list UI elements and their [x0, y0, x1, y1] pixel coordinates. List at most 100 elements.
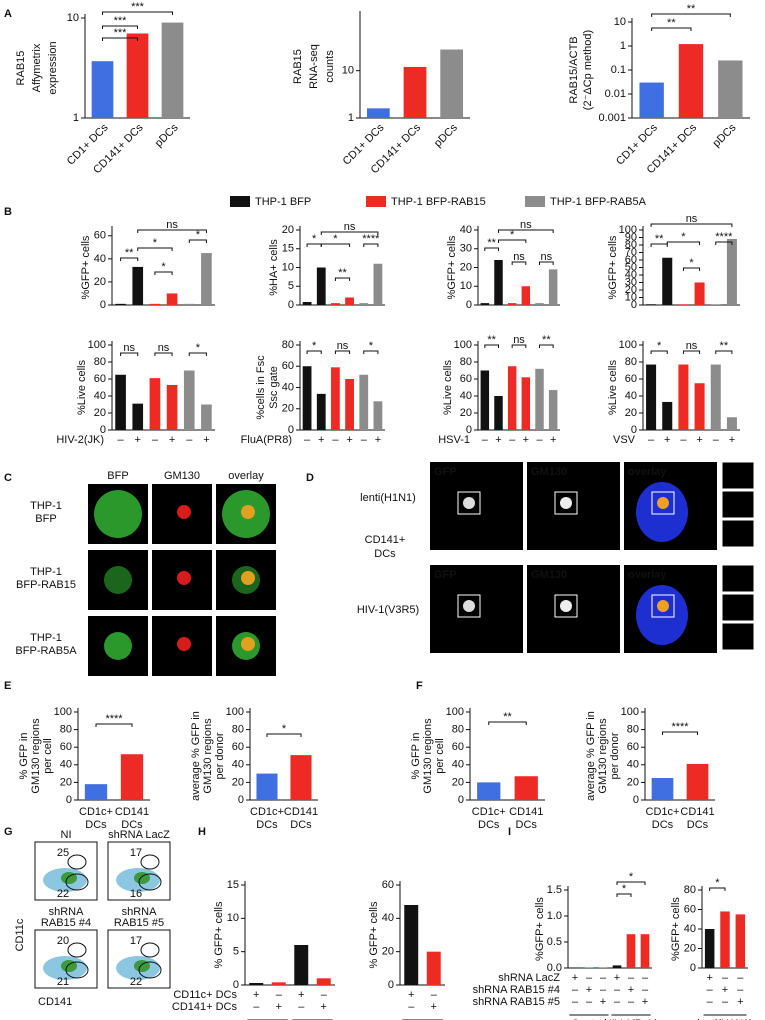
channel-label: overlay	[628, 466, 667, 478]
bar	[366, 108, 390, 118]
sign: +	[586, 984, 592, 996]
sign: –	[186, 434, 193, 446]
golgi-signal	[560, 497, 572, 509]
y-tick-label: 1	[348, 112, 354, 124]
y-tick-label: 40	[625, 390, 637, 402]
sig-label: ns	[158, 342, 170, 354]
sign: +	[253, 989, 259, 1001]
bar	[115, 303, 126, 305]
legend-label: THP-1 BFP-RAB5A	[550, 196, 647, 208]
y-tick-label: 80	[460, 356, 472, 368]
bar	[507, 366, 517, 430]
axis	[642, 341, 740, 431]
y-tick-label: 60	[625, 373, 637, 385]
sign: –	[321, 989, 328, 1001]
y-tick-label: 40	[94, 390, 106, 402]
sig-label: *	[196, 229, 201, 241]
bar	[302, 302, 312, 305]
y-axis-label: CD11c	[14, 918, 26, 951]
golgi-signal	[657, 497, 669, 509]
sign-row-label: CD141+ DCs	[172, 1001, 238, 1013]
y-tick-label: 80	[60, 724, 72, 736]
y-tick-label: 0	[633, 794, 639, 806]
zoom-box	[651, 594, 675, 618]
golgi-signal	[177, 571, 191, 585]
axis	[477, 341, 560, 431]
sig-bracket	[498, 229, 554, 233]
sig-bracket	[484, 247, 499, 251]
sign: –	[298, 1001, 305, 1013]
y-tick-label: 10	[460, 280, 472, 292]
y-axis-label: expression	[47, 41, 59, 94]
channel-label: GFP	[434, 466, 457, 478]
sig-bracket	[715, 241, 733, 245]
bar	[115, 374, 126, 430]
bar	[521, 286, 531, 305]
inset	[721, 519, 755, 548]
bar	[294, 945, 309, 985]
sign: –	[253, 1001, 260, 1013]
y-tick-label: 0	[238, 794, 244, 806]
y-tick-label: 10	[625, 291, 637, 303]
bar	[507, 303, 517, 305]
sign-row-label: FluA(PR8)	[241, 434, 292, 446]
channel-label: GM130	[531, 569, 567, 581]
y-axis-label: %Live cells	[76, 359, 88, 415]
sig-label: **	[687, 3, 696, 15]
y-axis-label: GM130 regions	[597, 718, 609, 794]
row-label: lenti(H1N1)	[360, 492, 416, 504]
x-tick-label: DCs	[652, 819, 674, 831]
y-tick-label: 0.001	[598, 112, 626, 124]
sign: –	[642, 984, 649, 996]
bar	[570, 967, 580, 968]
sig-bracket	[715, 350, 733, 354]
sig-label: ns	[337, 340, 349, 352]
sig-bracket	[666, 241, 701, 245]
sign-row-label: HSV-1	[438, 434, 470, 446]
gate-value: 21	[57, 976, 69, 988]
sig-bracket	[539, 261, 554, 265]
sig-label: ****	[671, 721, 689, 733]
bar	[183, 370, 195, 430]
bar	[718, 60, 743, 118]
gate	[65, 961, 89, 979]
sig-bracket	[498, 239, 527, 243]
y-tick-label: 20	[282, 403, 294, 415]
bar	[548, 269, 558, 305]
sig-label: *	[510, 229, 515, 241]
sign: +	[737, 996, 743, 1008]
sign: –	[431, 989, 438, 1001]
y-tick-label: 60	[684, 903, 696, 915]
y-tick-label: 0	[690, 962, 696, 974]
sign: –	[614, 984, 621, 996]
sign: –	[648, 434, 655, 446]
bar	[271, 982, 286, 985]
bar	[735, 914, 746, 968]
y-axis-label: GM130 regions	[422, 718, 434, 794]
sig-label: ns	[520, 219, 532, 231]
bar	[651, 778, 674, 800]
y-axis-label: %GFP+ cells	[670, 897, 682, 961]
sig-label: **	[503, 711, 512, 723]
sig-bracket	[120, 352, 139, 356]
bar	[639, 82, 664, 118]
sign: +	[321, 1001, 327, 1013]
sig-label: *	[681, 231, 686, 243]
golgi-signal	[463, 600, 475, 612]
bar	[256, 773, 278, 800]
y-axis-label: RAB15/ACTB	[568, 36, 580, 103]
golgi-signal	[560, 600, 572, 612]
sign: +	[642, 996, 648, 1008]
y-tick-label: 60	[382, 879, 394, 891]
sig-bracket	[616, 893, 632, 897]
sig-label: ns	[513, 251, 525, 263]
y-tick-label: 5	[233, 946, 239, 958]
legend-swatch	[366, 196, 386, 207]
y-tick-label: 0	[466, 299, 472, 311]
column-label: GM130	[164, 470, 200, 482]
sig-label: ****	[105, 713, 123, 725]
sig-bracket	[188, 239, 207, 243]
y-axis-label: per donor	[609, 732, 621, 779]
bar	[166, 293, 178, 305]
y-tick-label: 0.5	[547, 936, 562, 948]
